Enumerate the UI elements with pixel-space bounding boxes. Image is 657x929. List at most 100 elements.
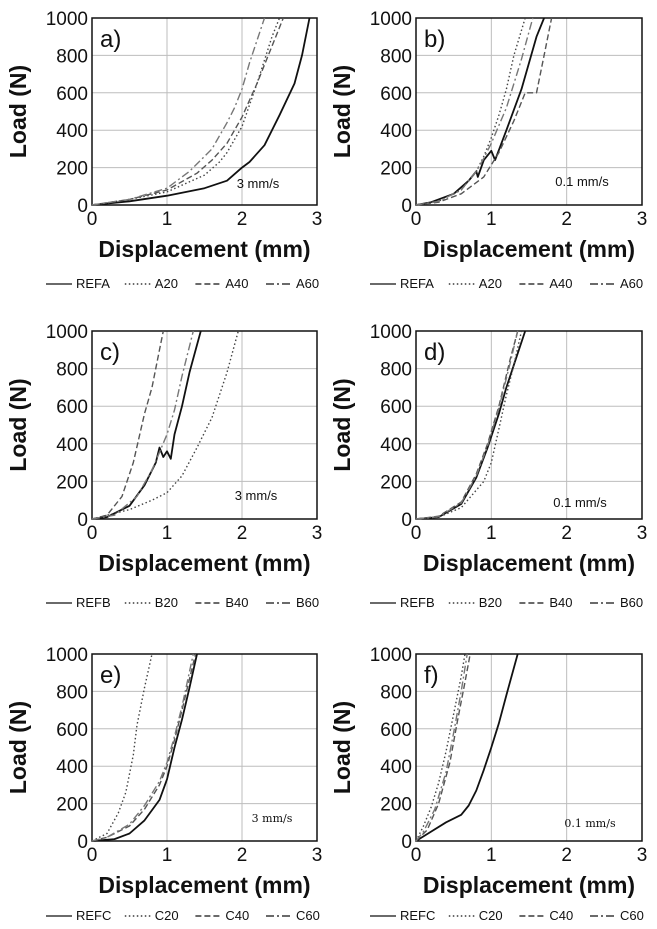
x-tick-label: 3 <box>312 209 323 230</box>
panel-letter: e) <box>100 662 121 689</box>
legend-entry-refa: REFA <box>76 276 110 291</box>
legend-entry-a60: A60 <box>296 276 319 291</box>
series-line-b60 <box>415 330 519 520</box>
panel-letter-backdrop <box>418 22 458 54</box>
y-axis-label: Load (N) <box>329 701 355 794</box>
y-tick-label: 0 <box>77 832 88 853</box>
legend-entry-b60: B60 <box>296 595 319 610</box>
legend-entry-b40: B40 <box>549 595 572 610</box>
y-tick-label: 600 <box>56 720 88 741</box>
rate-annotation: 3 mm/s <box>237 176 280 191</box>
x-tick-label: 0 <box>87 209 98 230</box>
y-tick-label: 400 <box>56 435 88 456</box>
legend-entry-c60: C60 <box>296 908 320 923</box>
series-line-b20 <box>415 330 523 520</box>
panel-letter-backdrop <box>418 335 458 367</box>
x-axis-label: Displacement (mm) <box>423 236 635 262</box>
y-tick-label: 800 <box>380 360 412 381</box>
y-tick-label: 1000 <box>46 645 88 666</box>
x-tick-label: 2 <box>561 845 572 866</box>
legend-entry-b20: B20 <box>155 595 178 610</box>
x-tick-label: 1 <box>162 209 173 230</box>
legend-entry-refb: REFB <box>400 595 435 610</box>
y-tick-label: 0 <box>401 832 412 853</box>
x-tick-label: 3 <box>637 845 648 866</box>
legend-entry-refc: REFC <box>400 908 435 923</box>
x-tick-label: 1 <box>486 523 497 544</box>
x-axis-label: Displacement (mm) <box>423 872 635 898</box>
y-tick-label: 200 <box>56 472 88 493</box>
legend-entry-refb: REFB <box>76 595 111 610</box>
y-tick-label: 600 <box>380 84 412 105</box>
series-line-refa <box>91 17 311 206</box>
x-tick-label: 0 <box>87 523 98 544</box>
y-tick-label: 1000 <box>370 645 412 666</box>
legend: REFC C20 C40 C60 <box>370 908 644 923</box>
y-tick-label: 0 <box>401 196 412 217</box>
legend-entry-refa: REFA <box>400 276 434 291</box>
plot-frame <box>415 330 643 520</box>
y-axis-label: Load (N) <box>329 378 355 471</box>
chart-panel-c: 0 1 2 3 0 200 400 600 800 1000 Displacement (mm) Lo… <box>5 322 322 610</box>
y-tick-label: 800 <box>56 46 88 67</box>
chart-panel-b: 0 1 2 3 0 200 400 600 800 1000 Displacement (mm) Lo… <box>329 9 647 291</box>
x-tick-label: 2 <box>237 845 248 866</box>
rate-annotation: 0.1 mm/s <box>555 174 609 189</box>
legend-entry-refc: REFC <box>76 908 111 923</box>
series-line-refb <box>415 330 527 520</box>
legend-entry-b60: B60 <box>620 595 643 610</box>
series-line-a60 <box>415 17 534 206</box>
y-axis-label: Load (N) <box>5 65 31 158</box>
legend: REFC C20 C40 C60 <box>46 908 320 923</box>
y-tick-label: 400 <box>380 121 412 142</box>
y-tick-label: 200 <box>56 795 88 816</box>
chart-panel-f: 0 1 2 3 0 200 400 600 800 1000 Displacement (mm) Lo… <box>329 645 647 923</box>
legend: REFB B20 B40 B60 <box>46 595 319 610</box>
x-tick-label: 2 <box>561 209 572 230</box>
chart-panel-e: 0 1 2 3 0 200 400 600 800 1000 Displacement (mm) Lo… <box>5 645 322 923</box>
x-tick-label: 0 <box>87 845 98 866</box>
x-tick-label: 0 <box>411 209 422 230</box>
panel-letter-backdrop <box>94 658 134 690</box>
x-tick-label: 3 <box>312 845 323 866</box>
y-tick-label: 600 <box>380 397 412 418</box>
y-tick-label: 200 <box>380 795 412 816</box>
x-tick-label: 3 <box>312 523 323 544</box>
series-line-refb <box>91 330 202 520</box>
y-tick-label: 200 <box>380 159 412 180</box>
legend-entry-c20: C20 <box>479 908 503 923</box>
plot-frame <box>415 17 643 206</box>
y-tick-label: 600 <box>56 397 88 418</box>
panel-letter-backdrop <box>94 335 134 367</box>
series-line-a40 <box>91 17 284 206</box>
legend-entry-c60: C60 <box>620 908 644 923</box>
rate-annotation: 0.1 mm/s <box>564 817 616 830</box>
x-tick-label: 2 <box>237 209 248 230</box>
series-line-c20 <box>91 653 153 842</box>
legend-entry-a40: A40 <box>225 276 248 291</box>
y-tick-label: 400 <box>380 757 412 778</box>
y-tick-label: 0 <box>401 510 412 531</box>
plot-frame <box>91 653 318 842</box>
y-tick-label: 400 <box>56 121 88 142</box>
y-tick-label: 800 <box>380 46 412 67</box>
panel-letter: b) <box>424 26 445 53</box>
legend-entry-b40: B40 <box>225 595 248 610</box>
panel-letter: c) <box>100 339 120 366</box>
chart-panel-d: 0 1 2 3 0 200 400 600 800 1000 Displacement (mm) Lo… <box>329 322 647 610</box>
legend-entry-c20: C20 <box>155 908 179 923</box>
x-tick-label: 1 <box>486 209 497 230</box>
legend: REFA A20 A40 A60 <box>46 276 319 291</box>
y-tick-label: 800 <box>56 682 88 703</box>
plot-frame <box>91 17 318 206</box>
chart-panel-a: 0 1 2 3 0 200 400 600 800 1000 Displacement (mm) Lo… <box>5 9 322 291</box>
y-tick-label: 400 <box>380 435 412 456</box>
series-line-a20 <box>415 17 526 206</box>
y-tick-label: 1000 <box>46 9 88 30</box>
rate-annotation: 3 mm/s <box>252 812 293 825</box>
series-line-c60 <box>91 653 194 842</box>
legend-entry-a20: A20 <box>155 276 178 291</box>
y-tick-label: 200 <box>380 472 412 493</box>
legend-entry-a40: A40 <box>549 276 572 291</box>
